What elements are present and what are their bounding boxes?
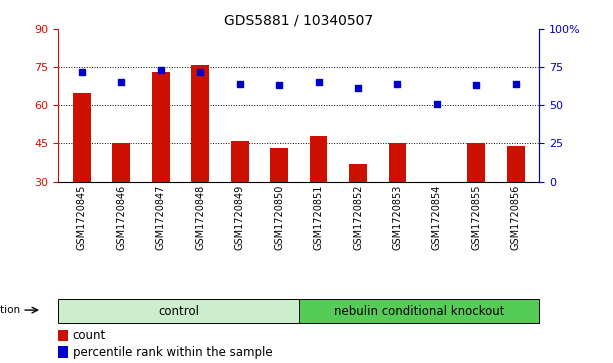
Text: genotype/variation: genotype/variation [0,305,20,315]
Point [77,69,87,75]
Point [196,69,205,75]
Bar [58,299,299,323]
Point [511,81,520,87]
Bar [468,143,485,182]
Bar [389,143,406,182]
Bar [507,146,525,182]
Point [274,82,284,88]
Point [432,101,442,107]
Text: count: count [73,329,106,342]
Bar [58,330,68,341]
Bar [191,65,209,182]
Title: GDS5881 / 10340507: GDS5881 / 10340507 [224,14,373,28]
Bar [152,72,170,182]
Text: control: control [158,305,199,318]
Text: percentile rank within the sample: percentile rank within the sample [73,346,272,359]
Bar [73,93,91,182]
Point [235,81,245,87]
Point [471,82,481,88]
Text: nebulin conditional knockout: nebulin conditional knockout [334,305,504,318]
Point [156,67,166,73]
Bar [58,346,68,358]
Bar [299,299,539,323]
Point [392,81,402,87]
Bar [310,136,327,182]
Point [314,79,324,85]
Bar [270,148,288,182]
Bar [231,141,248,182]
Point [353,86,363,91]
Bar [112,143,130,182]
Point [116,79,126,85]
Bar [349,164,367,182]
